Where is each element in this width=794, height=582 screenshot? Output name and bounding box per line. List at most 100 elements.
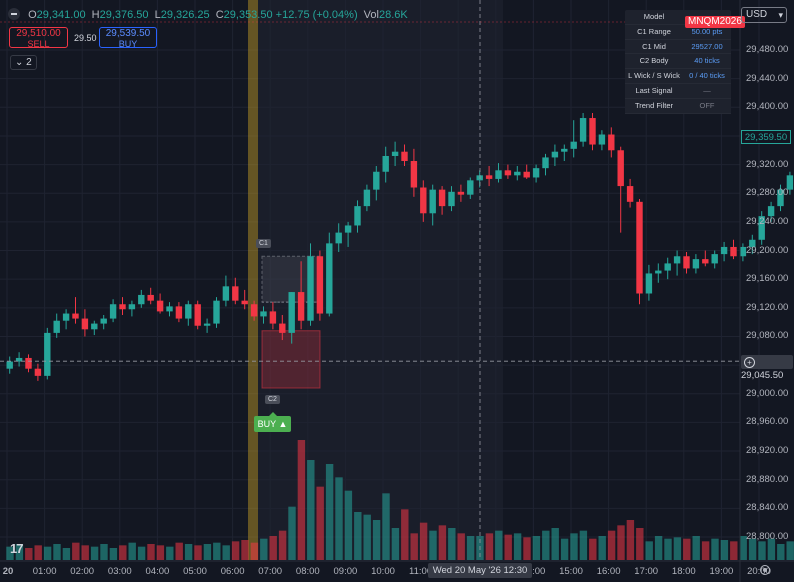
volume-bar — [34, 545, 42, 560]
candle-body — [504, 170, 512, 176]
sell-button[interactable]: 29,510.00 SELL — [9, 27, 68, 49]
time-tick-label: 20 — [2, 566, 14, 577]
candle-body — [147, 294, 154, 301]
volume-bar — [194, 545, 202, 560]
volume-label: Vol — [363, 9, 379, 21]
candle-body — [645, 273, 653, 294]
time-tick-label: 20:00 — [747, 566, 771, 577]
time-tick-label: 06:00 — [220, 566, 245, 577]
volume-bar — [448, 528, 456, 560]
candle-body — [335, 232, 342, 244]
minus-icon[interactable] — [8, 8, 20, 20]
volume-bar — [777, 544, 785, 560]
volume-bar — [683, 538, 691, 560]
candle-body — [62, 313, 70, 321]
info-value: 50.00 pts — [691, 26, 723, 36]
crosshair-price-label[interactable]: +29,045.50 — [741, 355, 793, 381]
candle-body — [570, 141, 577, 149]
currency-select[interactable]: USD — [741, 7, 787, 23]
candle-body — [72, 313, 79, 319]
info-value: 29527.00 — [691, 41, 723, 51]
volume-bar — [260, 538, 268, 560]
time-tick-label: 11:00 — [409, 566, 433, 577]
info-row: C1 Range 50.00 pts — [625, 25, 731, 40]
volume-bar — [100, 544, 108, 560]
candle-body — [683, 256, 690, 269]
candle-body — [138, 294, 145, 305]
price-tick-label: 29,320.00 — [746, 158, 789, 170]
candle-body — [25, 357, 32, 369]
volume-bar — [551, 528, 559, 560]
info-value: 40 ticks — [694, 56, 720, 66]
candle-body — [617, 150, 624, 187]
candle-body — [307, 256, 314, 321]
candle-body — [128, 304, 136, 310]
price-tick-label: 29,080.00 — [746, 330, 789, 342]
candle-body — [297, 292, 305, 321]
candle-body — [100, 318, 107, 324]
info-row: Last Signal — — [625, 84, 731, 99]
candle-body — [702, 259, 709, 264]
tradingview-logo[interactable]: 17 — [10, 541, 24, 556]
volume-bar — [15, 544, 24, 560]
price-tick-label: 28,920.00 — [746, 445, 789, 457]
volume-bar — [636, 528, 644, 560]
sell-price: 29,510.00 — [16, 28, 61, 39]
time-tick-label: 16:00 — [596, 566, 621, 577]
indicator-toggle[interactable]: ⌄ 2 — [10, 55, 37, 70]
info-value: 0 / 40 ticks — [689, 71, 725, 81]
volume-bar — [382, 493, 390, 560]
candle-body — [495, 170, 502, 179]
time-tick-label: 10:00 — [371, 566, 395, 577]
info-row: L Wick / S Wick 0 / 40 ticks — [625, 69, 731, 84]
volume-bar — [269, 536, 277, 560]
volume-bar — [213, 542, 221, 560]
candle-body — [664, 263, 671, 271]
volume-bar — [513, 533, 522, 560]
info-key: C1 Range — [637, 26, 671, 36]
volume-bar — [307, 460, 315, 560]
buy-button[interactable]: 29,539.50 BUY — [99, 27, 157, 49]
volume-bar — [532, 536, 541, 560]
candle-body — [109, 304, 117, 319]
volume-bar — [147, 544, 155, 560]
volume-bar — [607, 530, 616, 560]
buy-signal-label: BUY ▲ — [254, 412, 291, 432]
candle-body — [194, 304, 201, 326]
candle-body — [269, 311, 277, 324]
price-tick-label: 28,880.00 — [746, 473, 789, 485]
volume-bar — [184, 544, 193, 560]
price-tick-label: 29,160.00 — [746, 273, 789, 285]
candle-body — [279, 323, 286, 333]
volume-bar — [560, 538, 569, 560]
gear-icon[interactable] — [760, 565, 770, 575]
candle-body — [598, 134, 606, 145]
volume-bar — [711, 538, 719, 560]
strategy-info-table: Model C1 Range 50.00 pts C1 Mid 29527.00 C2 B… — [625, 10, 731, 114]
volume-bar — [438, 525, 447, 560]
low-label: L — [154, 9, 161, 21]
price-tick-label: 29,200.00 — [746, 244, 789, 256]
info-value: OFF — [699, 100, 715, 110]
current-price-tag: 29,359.50 — [741, 130, 791, 144]
plus-circle-icon[interactable]: + — [744, 357, 755, 368]
candle-body — [589, 118, 596, 145]
volume-bar — [626, 520, 635, 560]
high-label: H — [91, 9, 100, 21]
volume-bar — [419, 522, 428, 560]
volume-bar — [43, 546, 52, 560]
price-tick-label: 28,840.00 — [746, 502, 789, 514]
info-row: C2 Body 40 ticks — [625, 54, 731, 70]
price-tick-label: 29,240.00 — [746, 215, 789, 227]
candle-body — [119, 304, 126, 310]
info-row: C1 Mid 29527.00 — [625, 40, 731, 55]
candle-body — [655, 270, 662, 274]
volume-bar — [363, 514, 371, 560]
info-key: Last Signal — [635, 85, 673, 95]
candle-body — [786, 175, 794, 190]
price-tick-label: 29,480.00 — [746, 44, 789, 55]
info-key: Model — [643, 12, 665, 21]
volume-bar — [645, 541, 653, 560]
candle-body — [382, 155, 389, 172]
candle-body — [532, 168, 540, 178]
